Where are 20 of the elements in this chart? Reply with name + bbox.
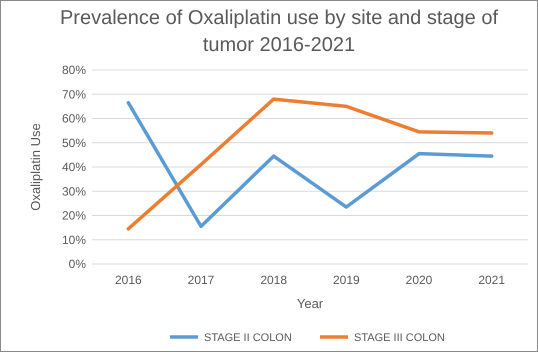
legend-label: STAGE III COLON — [354, 332, 445, 344]
y-tick-label: 30% — [62, 184, 86, 198]
x-axis-title: Year — [296, 296, 324, 311]
y-tick-label: 40% — [62, 160, 86, 174]
chart-title: Prevalence of Oxaliplatin use by site and stage of tumor 2016-2021 — [60, 7, 498, 56]
y-axis-title: Oxaliplatin Use — [28, 123, 43, 211]
y-tick-label: 80% — [62, 63, 86, 78]
x-tick-label: 2016 — [114, 273, 142, 287]
x-tick-label: 2018 — [260, 273, 288, 287]
legend-label: STAGE II COLON — [204, 332, 292, 344]
y-tick-label: 20% — [62, 208, 86, 223]
x-tick-label: 2019 — [332, 273, 360, 287]
y-tick-label: 10% — [62, 232, 86, 247]
x-tick-label: 2020 — [406, 273, 433, 287]
y-tick-label: 70% — [62, 87, 86, 102]
y-tick-label: 60% — [62, 112, 86, 126]
x-tick-label: 2017 — [188, 273, 215, 287]
x-tick-label: 2021 — [478, 273, 506, 287]
y-tick-label: 50% — [62, 136, 86, 150]
y-tick-label: 0% — [68, 257, 86, 272]
